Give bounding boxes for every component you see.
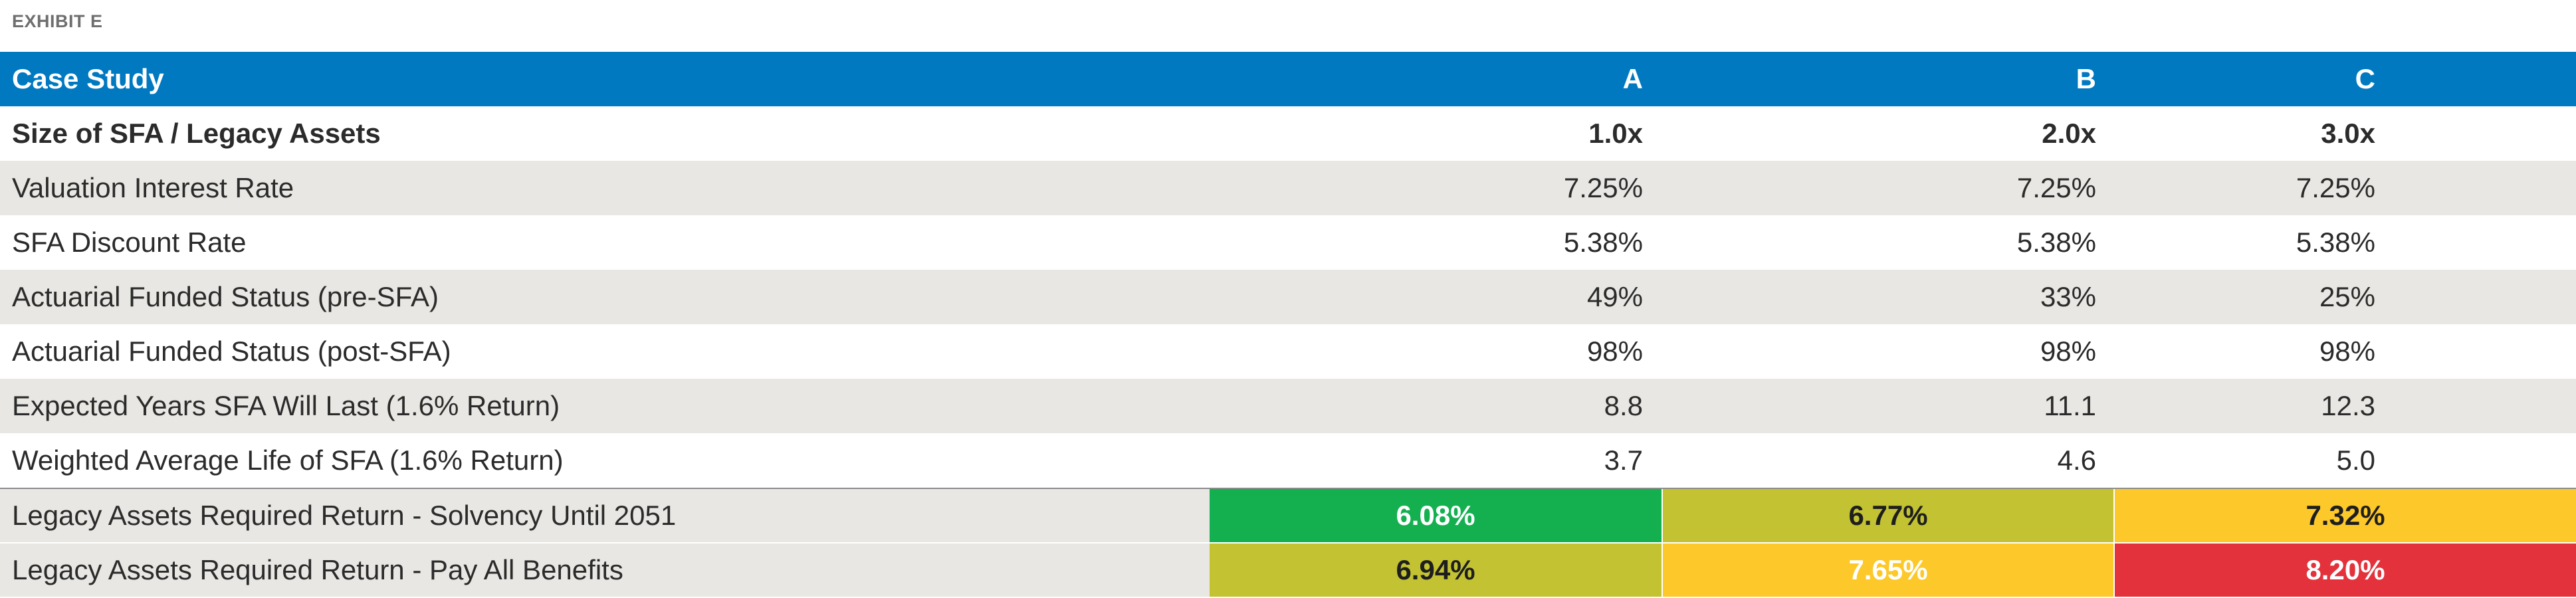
header-col-c: C — [2355, 63, 2375, 94]
cell-c: 25% — [2319, 281, 2375, 312]
heat-cell-a: 6.94% — [1210, 544, 1663, 597]
row-label: Expected Years SFA Will Last (1.6% Retur… — [12, 390, 560, 421]
cell-b: 7.25% — [2016, 172, 2096, 203]
heat-cell-c: 8.20% — [2115, 544, 2576, 597]
table-row-heat: Legacy Assets Required Return - Pay All … — [0, 542, 2576, 597]
case-study-table: Case Study A B C Size of SFA / Legacy As… — [0, 52, 2576, 597]
cell-a: 8.8 — [1604, 390, 1643, 421]
cell-a: 5.38% — [1563, 227, 1643, 258]
table-row: Expected Years SFA Will Last (1.6% Retur… — [0, 379, 2576, 433]
heat-cell-c: 7.32% — [2115, 489, 2576, 542]
cell-c: 12.3 — [2321, 390, 2375, 421]
row-label: Weighted Average Life of SFA (1.6% Retur… — [12, 445, 564, 476]
table-row: Actuarial Funded Status (pre-SFA) 49% 33… — [0, 270, 2576, 324]
table-row: SFA Discount Rate 5.38% 5.38% 5.38% — [0, 215, 2576, 270]
cell-c: 98% — [2319, 336, 2375, 367]
table-row-heat: Legacy Assets Required Return - Solvency… — [0, 488, 2576, 542]
row-label: Legacy Assets Required Return - Pay All … — [12, 554, 623, 585]
cell-a: 1.0x — [1588, 118, 1643, 149]
cell-b: 33% — [2040, 281, 2096, 312]
cell-a: 3.7 — [1604, 445, 1643, 476]
header-col-b: B — [2076, 63, 2096, 94]
table-row: Actuarial Funded Status (post-SFA) 98% 9… — [0, 324, 2576, 379]
row-label: Valuation Interest Rate — [12, 172, 294, 203]
header-case-study: Case Study — [12, 63, 164, 94]
row-label: Actuarial Funded Status (post-SFA) — [12, 336, 451, 367]
heat-cell-b: 7.65% — [1663, 544, 2115, 597]
cell-c: 5.38% — [2296, 227, 2375, 258]
row-label: Size of SFA / Legacy Assets — [12, 118, 381, 149]
table-header-row: Case Study A B C — [0, 52, 2576, 106]
cell-b: 4.6 — [2057, 445, 2096, 476]
cell-c: 5.0 — [2336, 445, 2375, 476]
row-label: Actuarial Funded Status (pre-SFA) — [12, 281, 439, 312]
row-label: SFA Discount Rate — [12, 227, 247, 258]
cell-a: 7.25% — [1563, 172, 1643, 203]
table-row: Weighted Average Life of SFA (1.6% Retur… — [0, 433, 2576, 488]
heat-cell-b: 6.77% — [1663, 489, 2115, 542]
row-label: Legacy Assets Required Return - Solvency… — [12, 500, 677, 531]
cell-a: 98% — [1586, 336, 1643, 367]
cell-b: 5.38% — [2016, 227, 2096, 258]
heat-cell-a: 6.08% — [1210, 489, 1663, 542]
cell-a: 49% — [1586, 281, 1643, 312]
cell-c: 3.0x — [2321, 118, 2375, 149]
exhibit-label: EXHIBIT E — [12, 11, 103, 31]
table-row: Valuation Interest Rate 7.25% 7.25% 7.25… — [0, 161, 2576, 215]
cell-c: 7.25% — [2296, 172, 2375, 203]
header-col-a: A — [1622, 63, 1643, 94]
cell-b: 98% — [2040, 336, 2096, 367]
table-row: Size of SFA / Legacy Assets 1.0x 2.0x 3.… — [0, 106, 2576, 161]
cell-b: 2.0x — [2042, 118, 2096, 149]
cell-b: 11.1 — [2044, 390, 2096, 421]
